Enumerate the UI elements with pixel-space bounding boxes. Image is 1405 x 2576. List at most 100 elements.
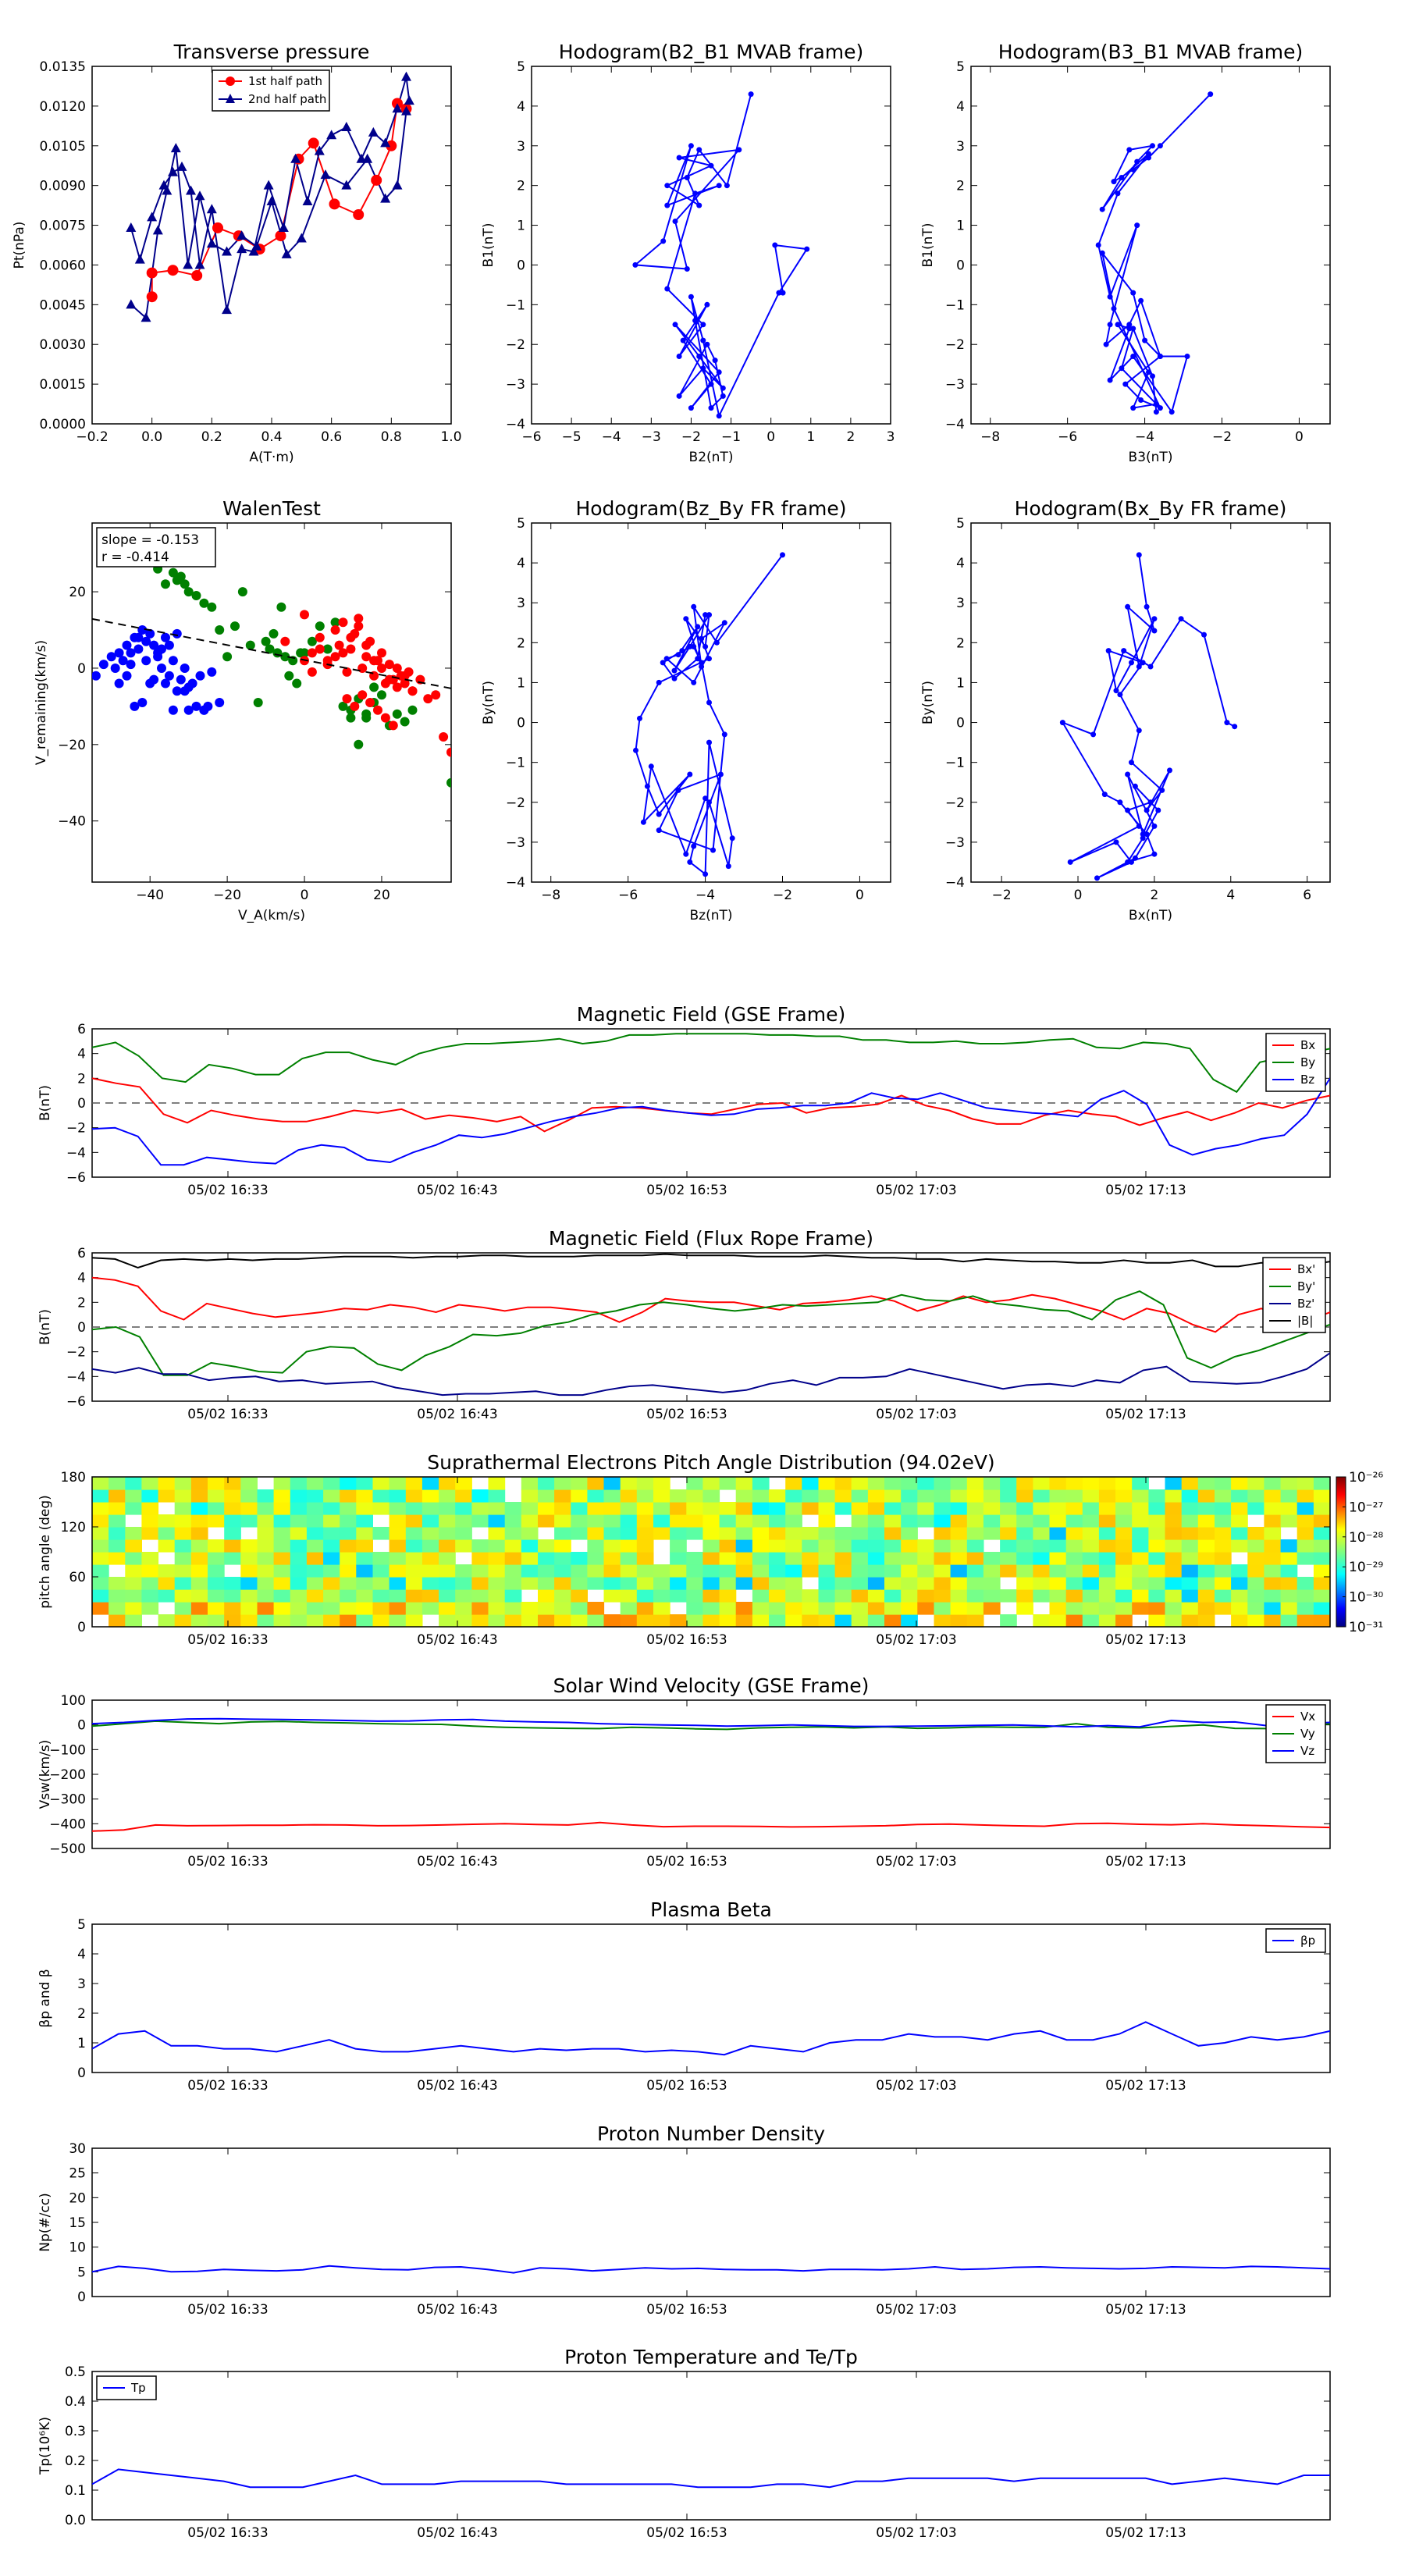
pad-cell bbox=[538, 1539, 555, 1553]
b-fr-xtick-label: 05/02 16:33 bbox=[187, 1407, 268, 1422]
pad-cell bbox=[125, 1589, 142, 1603]
beta-ytick-label: 0 bbox=[77, 2065, 86, 2081]
pad-cell bbox=[439, 1577, 456, 1590]
pad-cell bbox=[488, 1539, 506, 1553]
pad-cell bbox=[1197, 1539, 1215, 1553]
pad-cell bbox=[1181, 1577, 1199, 1590]
hodo-b2b1-point bbox=[700, 365, 706, 372]
np-xtick-label: 05/02 17:13 bbox=[1105, 2302, 1186, 2318]
pad-cell bbox=[190, 1577, 208, 1590]
pad-cell bbox=[571, 1577, 588, 1590]
pad-cell bbox=[108, 1489, 126, 1503]
walen-point-green bbox=[322, 644, 333, 654]
pad-cell bbox=[290, 1564, 308, 1578]
pad-cell bbox=[702, 1527, 720, 1540]
pad-cell bbox=[1313, 1502, 1331, 1515]
pt-point-2nd bbox=[302, 196, 313, 206]
pad-colorbar-label: 10⁻²⁹ bbox=[1349, 1560, 1383, 1575]
pad-cell bbox=[950, 1477, 968, 1490]
pt-point-1st bbox=[308, 137, 319, 149]
pad-cell bbox=[1082, 1514, 1100, 1528]
pad-cell bbox=[92, 1602, 109, 1615]
pad-cell bbox=[257, 1552, 275, 1565]
pad-cell bbox=[240, 1552, 258, 1565]
pad-cell bbox=[92, 1552, 109, 1565]
hodo-b2b1-ytick-label: 5 bbox=[517, 59, 525, 75]
pad-cell bbox=[1049, 1602, 1067, 1615]
pad-cell bbox=[471, 1552, 489, 1565]
pt-point-2nd bbox=[162, 185, 173, 195]
pad-cell bbox=[405, 1589, 423, 1603]
hodo-b2b1-point bbox=[780, 290, 786, 296]
pad-cell bbox=[702, 1577, 720, 1590]
walen-point-red bbox=[365, 698, 375, 707]
hodo-b2b1-point bbox=[664, 286, 670, 292]
pad-cell bbox=[901, 1577, 918, 1590]
pad-cell bbox=[356, 1552, 373, 1565]
pad-cell bbox=[735, 1527, 753, 1540]
pad-cell bbox=[125, 1502, 142, 1515]
pad-cell bbox=[917, 1539, 934, 1553]
hodo-bxby-point bbox=[1144, 603, 1150, 610]
pad-cell bbox=[521, 1514, 539, 1528]
pad-cell bbox=[785, 1577, 802, 1590]
vsw-ytick-label: 0 bbox=[77, 1718, 86, 1734]
hodo-bzby-point bbox=[691, 643, 697, 649]
pad-cell bbox=[1197, 1614, 1215, 1628]
pad-cell bbox=[818, 1589, 836, 1603]
pad-cell bbox=[769, 1552, 786, 1565]
hodo-bxby-ytick-label: −1 bbox=[945, 756, 965, 771]
pt-xtick-label: −0.2 bbox=[76, 429, 108, 445]
pad-cell bbox=[1000, 1552, 1017, 1565]
pad-cell bbox=[1016, 1489, 1033, 1503]
pad-cell bbox=[422, 1527, 439, 1540]
tp-ytick-label: 0.0 bbox=[65, 2513, 86, 2528]
np-ytick-label: 0 bbox=[77, 2290, 86, 2305]
pad-cell bbox=[1181, 1602, 1199, 1615]
vsw-ytick-label: −100 bbox=[49, 1742, 86, 1758]
pad-cell bbox=[240, 1614, 258, 1628]
hodo-b2b1-xtick-label: −3 bbox=[642, 429, 661, 445]
pad-cell bbox=[273, 1577, 291, 1590]
pad-cell bbox=[950, 1614, 968, 1628]
walen-point-green bbox=[330, 617, 340, 628]
hodo-b2b1-ytick-label: −3 bbox=[506, 377, 525, 393]
hodo-b3b1-point bbox=[1138, 297, 1144, 304]
pad-cell bbox=[1297, 1489, 1314, 1503]
pt-legend-marker bbox=[226, 94, 235, 103]
b-fr-xtick-label: 05/02 16:53 bbox=[646, 1407, 727, 1422]
pad-cell bbox=[1297, 1589, 1314, 1603]
pad-cell bbox=[901, 1489, 918, 1503]
pad-cell bbox=[603, 1489, 621, 1503]
pad-cell bbox=[587, 1502, 605, 1515]
hodo-bzby-ytick-label: −3 bbox=[506, 835, 525, 851]
pad-cell bbox=[521, 1489, 539, 1503]
pad-cell bbox=[1231, 1514, 1248, 1528]
pad-cell bbox=[752, 1539, 770, 1553]
pt-legend-marker bbox=[226, 76, 235, 86]
pad-cell bbox=[917, 1564, 934, 1578]
pad-cell bbox=[1247, 1502, 1264, 1515]
hodo-bxby-point bbox=[1151, 628, 1158, 634]
pad-cell bbox=[1280, 1477, 1298, 1490]
hodo-bzby-ytick-label: −1 bbox=[506, 756, 525, 771]
pad-cell bbox=[372, 1477, 390, 1490]
walen-point-green bbox=[183, 587, 194, 597]
hodo-bxby-point bbox=[1136, 823, 1142, 829]
walen-point-red bbox=[423, 694, 433, 704]
hodo-bxby-point bbox=[1129, 760, 1134, 766]
pad-cell bbox=[323, 1514, 340, 1528]
beta-xtick-label: 05/02 16:43 bbox=[417, 2078, 497, 2094]
pad-cell bbox=[290, 1502, 308, 1515]
pad-cell bbox=[1033, 1527, 1051, 1540]
pad-cell bbox=[1313, 1589, 1331, 1603]
b-gse-ytick-label: 6 bbox=[77, 1022, 86, 1037]
pad-cell bbox=[571, 1564, 588, 1578]
hodo-bzby-point bbox=[717, 771, 724, 777]
pad-cell bbox=[587, 1489, 605, 1503]
pt-ytick-label: 0.0090 bbox=[40, 179, 86, 194]
pad-cell bbox=[306, 1614, 324, 1628]
pad-cell bbox=[372, 1589, 390, 1603]
pad-cell bbox=[1197, 1502, 1215, 1515]
hodo-bxby-point bbox=[1232, 724, 1238, 730]
